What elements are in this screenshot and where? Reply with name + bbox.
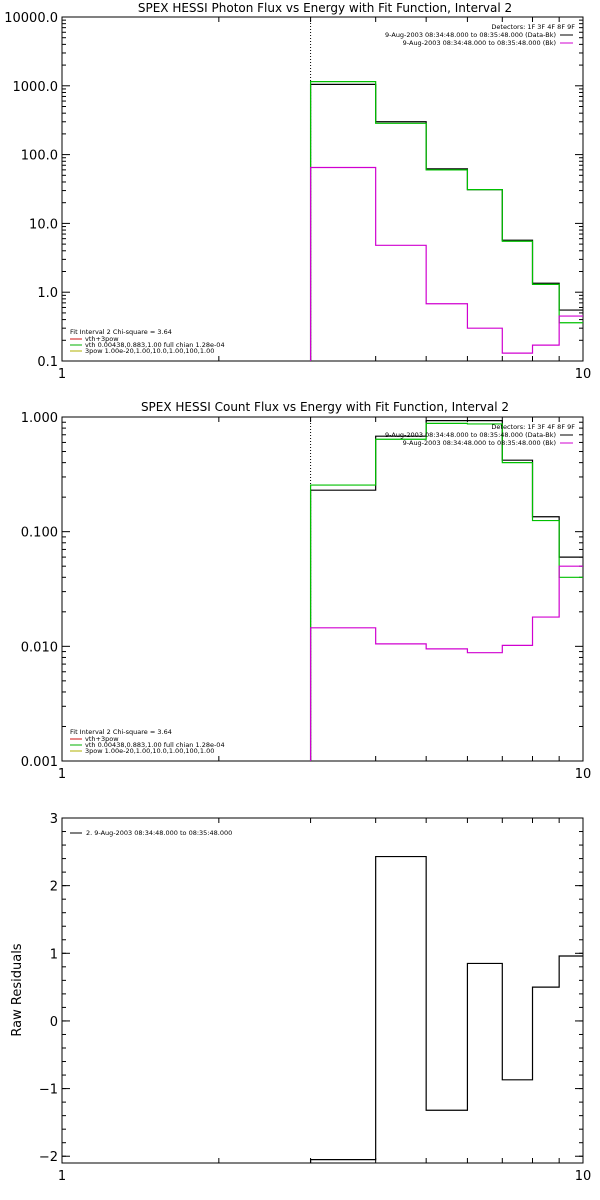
photon-flux-header-legend-entry-2: 9-Aug-2003 08:34:48.000 to 08:35:48.000 … bbox=[403, 39, 556, 47]
residuals-y-tick-label: 3 bbox=[50, 812, 58, 827]
residuals-x-tick-label: 1 bbox=[58, 1169, 66, 1184]
count-flux-plot-frame bbox=[61, 416, 584, 762]
residuals-x-tick-label: 10 bbox=[575, 1169, 592, 1184]
count-flux-y-tick-label: 0.100 bbox=[21, 526, 58, 541]
residuals-y-tick-label: 2 bbox=[50, 880, 58, 895]
count-flux-x-tick-label: 10 bbox=[575, 767, 592, 782]
photon-flux-y-tick-label: 1.0 bbox=[37, 286, 58, 301]
residuals-y-tick-label: 0 bbox=[50, 1015, 58, 1030]
photon-flux-y-tick-label: 10000.0 bbox=[4, 11, 58, 26]
photon-flux-x-tick-label: 1 bbox=[58, 367, 66, 382]
photon-flux-panel: SPEX HESSI Photon Flux vs Energy with Fi… bbox=[4, 1, 591, 382]
photon-flux-title: SPEX HESSI Photon Flux vs Energy with Fi… bbox=[138, 1, 512, 15]
residuals-x-ticks: 1 10 bbox=[58, 818, 591, 1184]
count-flux-fit-legend: Fit Interval 2 Chi-square = 3.64 vth+3po… bbox=[70, 728, 225, 755]
count-flux-y-tick-label: 1.000 bbox=[21, 411, 58, 426]
count-flux-header-legend-entry-1: 9-Aug-2003 08:34:48.000 to 08:35:48.000 … bbox=[385, 431, 556, 439]
count-flux-panel: SPEX HESSI Count Flux vs Energy with Fit… bbox=[21, 400, 591, 782]
count-flux-y-ticks: 0.001 0.010 0.100 1.000 bbox=[21, 411, 583, 770]
photon-flux-y-tick-label: 1000.0 bbox=[13, 80, 59, 95]
photon-flux-x-tick-label: 10 bbox=[575, 367, 592, 382]
residuals-legend-entry: 2. 9-Aug-2003 08:34:48.000 to 08:35:48.0… bbox=[86, 829, 232, 837]
photon-flux-series-line-2-9-aug-2003-08-34-48-000-to-08- bbox=[309, 166, 583, 361]
count-flux-header-legend: Detectors: 1F 3F 4F 8F 9F 9-Aug-2003 08:… bbox=[385, 423, 575, 447]
count-flux-detectors-text: Detectors: 1F 3F 4F 8F 9F bbox=[491, 423, 575, 431]
count-flux-header-legend-entry-2: 9-Aug-2003 08:34:48.000 to 08:35:48.000 … bbox=[403, 439, 556, 447]
photon-flux-y-tick-label: 10.0 bbox=[29, 217, 58, 232]
residuals-series-line-0-2-9-aug-2003-08-34-48-000-to-0 bbox=[309, 855, 583, 1163]
photon-flux-y-ticks: 0.1 1.0 10.0 100.0 1000.0 10000.0 bbox=[4, 11, 583, 370]
count-flux-y-tick-label: 0.010 bbox=[21, 640, 58, 655]
count-flux-y-tick-label: 0.001 bbox=[21, 755, 58, 770]
photon-flux-fit-legend-entry-2: vth 0.00438,0.883,1.00 full chian 1.28e-… bbox=[85, 341, 225, 349]
photon-flux-fit-legend-title: Fit Interval 2 Chi-square = 3.64 bbox=[70, 328, 172, 336]
count-flux-title: SPEX HESSI Count Flux vs Energy with Fit… bbox=[141, 400, 509, 414]
photon-flux-x-ticks: 1 10 bbox=[58, 17, 591, 382]
count-flux-fit-legend-entry-2: vth 0.00438,0.883,1.00 full chian 1.28e-… bbox=[85, 741, 225, 749]
count-flux-fit-legend-entry-3: 3pow 1.00e-20,1.00,10.0,1.00,100,1.00 bbox=[85, 747, 214, 755]
photon-flux-fit-legend: Fit Interval 2 Chi-square = 3.64 vth+3po… bbox=[70, 328, 225, 355]
residuals-y-ticks: −2 −1 0 1 2 3 bbox=[39, 812, 583, 1165]
count-flux-fit-legend-entry-1: vth+3pow bbox=[85, 735, 119, 743]
count-flux-series-line-0-9-aug-2003-08-34-48-000-to-08- bbox=[309, 420, 583, 761]
photon-flux-header-legend: Detectors: 1F 3F 4F 8F 9F 9-Aug-2003 08:… bbox=[385, 23, 575, 47]
residuals-y-axis-label: Raw Residuals bbox=[10, 943, 25, 1036]
residuals-plot-frame bbox=[61, 817, 584, 1164]
photon-flux-fit-legend-entry-1: vth+3pow bbox=[85, 335, 119, 343]
photon-flux-series-line-0-9-aug-2003-08-34-48-000-to-08- bbox=[309, 83, 583, 361]
residuals-panel: −2 −1 0 1 2 3 1 10 Raw Residuals 2. 9-Aug-2003… bbox=[10, 812, 591, 1184]
residuals-y-tick-label: 1 bbox=[50, 947, 58, 962]
count-flux-x-ticks: 1 10 bbox=[58, 417, 591, 782]
photon-flux-y-tick-label: 100.0 bbox=[21, 149, 58, 164]
photon-flux-y-tick-label: 0.1 bbox=[37, 355, 58, 370]
count-flux-series bbox=[309, 420, 583, 761]
residuals-y-tick-label: −2 bbox=[39, 1150, 58, 1165]
photon-flux-fit-legend-entry-3: 3pow 1.00e-20,1.00,10.0,1.00,100,1.00 bbox=[85, 347, 214, 355]
count-flux-series-line-1-vth-3pow bbox=[309, 422, 583, 761]
photon-flux-series-line-1-vth-3pow bbox=[309, 81, 583, 361]
photon-flux-plot-frame bbox=[61, 16, 584, 362]
count-flux-fit-legend-title: Fit Interval 2 Chi-square = 3.64 bbox=[70, 728, 172, 736]
count-flux-x-tick-label: 1 bbox=[58, 767, 66, 782]
residuals-legend: 2. 9-Aug-2003 08:34:48.000 to 08:35:48.0… bbox=[70, 829, 232, 837]
photon-flux-header-legend-entry-1: 9-Aug-2003 08:34:48.000 to 08:35:48.000 … bbox=[385, 31, 556, 39]
photon-flux-detectors-text: Detectors: 1F 3F 4F 8F 9F bbox=[491, 23, 575, 31]
photon-flux-series bbox=[309, 81, 583, 361]
residuals-y-tick-label: −1 bbox=[39, 1083, 58, 1098]
residuals-series bbox=[309, 855, 583, 1163]
count-flux-series-line-2-9-aug-2003-08-34-48-000-to-08- bbox=[309, 565, 583, 761]
